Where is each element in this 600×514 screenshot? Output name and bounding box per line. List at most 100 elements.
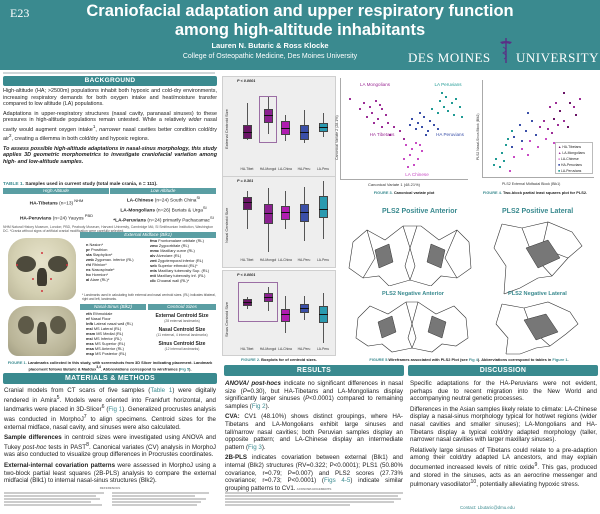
median-line bbox=[281, 212, 290, 213]
title-line-2: among high-altitude inhabitants bbox=[174, 20, 426, 39]
x-tick: HA-Peru bbox=[297, 258, 311, 262]
landmark-item: lnfb Lateral nasal wall (RL) bbox=[86, 321, 133, 326]
group-label-ha-peruvians: HA Peruvians bbox=[436, 132, 464, 137]
low-altitude-column: LA-Chinese (n=24) South ChinaSI LA-Mongo… bbox=[110, 195, 217, 224]
x-tick: HA-Mongol bbox=[259, 258, 277, 262]
median-line bbox=[264, 115, 273, 116]
landmark-item: mss MS Superior (RL) bbox=[86, 341, 126, 346]
logo-word-2: UNIVERSITY bbox=[516, 50, 599, 65]
table-body: HA-Tibetans (n=13) NHM HA-Peruvians (n=2… bbox=[3, 195, 217, 224]
pls-y-axis-label: PLS2 Nasal-Sinus Block (Blk2) bbox=[476, 113, 480, 160]
wireframe-neg-lateral bbox=[495, 301, 579, 355]
methods-para-1: Cranial models from CT scans of five sam… bbox=[4, 387, 217, 431]
group-label-la-chinese: LA Chinese bbox=[405, 172, 429, 177]
pvalue-label: P < 0.0001 bbox=[237, 79, 256, 83]
significance-highlight bbox=[238, 282, 278, 322]
pls-scatter-plot: ▲ HA-Tibetans ▲ LA-Mongolians ● LA-Chine… bbox=[482, 80, 594, 178]
table-caption: TABLE 1. Samples used in current study (… bbox=[3, 182, 158, 187]
x-tick: HA-Peru bbox=[297, 347, 311, 351]
landmark-item: msl MS Lateral (RL) bbox=[86, 326, 122, 331]
methods-para-3: External-internal covariation patterns w… bbox=[4, 462, 216, 485]
wireframe-pos-anterior bbox=[348, 225, 472, 286]
landmark-item: clb Choanal wall (RL)* bbox=[150, 278, 190, 283]
pvalue-label: P = 0.301 bbox=[237, 179, 254, 183]
affiliation: College of Osteopathic Medicine, Des Moi… bbox=[182, 53, 358, 60]
blk2-header: Nasal-Sinus (Blk2) bbox=[80, 304, 146, 310]
contact-email[interactable]: Contact: Lbutaric@dmu.edu bbox=[460, 505, 515, 510]
header-low-altitude: Low Altitude bbox=[110, 188, 217, 194]
landmark-item: sta Staphylion* bbox=[86, 252, 113, 257]
median-line bbox=[243, 202, 252, 203]
discussion-para-1: Specific adaptations for the HA-Peruvian… bbox=[410, 380, 597, 403]
fig1-link[interactable]: Fig 1 bbox=[108, 406, 123, 414]
discussion-para-2: Differences in the Asian samples likely … bbox=[410, 405, 597, 444]
acknowledgements-illegible bbox=[225, 492, 403, 506]
wireframe-neg-anterior bbox=[355, 301, 469, 353]
results-text: ANOVA/ post-hocs indicate no significant… bbox=[225, 380, 403, 495]
cv-x-axis-label: Canonical Variate 1 (48.21%) bbox=[368, 182, 420, 187]
boxplot-external: P < 0.0001 External Centroid Size HA-Tib… bbox=[222, 76, 336, 180]
median-line bbox=[319, 127, 328, 128]
pls-x-axis-label: PLS2 External Midfacial Block (Blk1) bbox=[502, 182, 561, 186]
landmark-item: mmc Maxillary curve (RL) bbox=[150, 248, 195, 253]
landmark-item: seb Superior ethmoid (RL)* bbox=[150, 263, 198, 268]
landmark-item: zmt Zygotemporal inferior (RL) bbox=[150, 258, 204, 263]
y-axis-label: Sinus Centroid Size bbox=[224, 301, 229, 337]
x-tick: HA-Peru bbox=[297, 167, 311, 171]
right-sinus bbox=[50, 316, 66, 334]
table-row: *LA-Peruvians (n=24) primarily Pachacama… bbox=[113, 214, 214, 224]
fig3-link[interactable]: Fig 3 bbox=[248, 443, 262, 451]
group-label-la-peruvians: LA Peruvians bbox=[434, 82, 462, 87]
acknowledgements-heading: ACKNOWLEDGEMENTS bbox=[296, 487, 332, 491]
fig2-link[interactable]: Fig 2 bbox=[251, 402, 266, 410]
landmark-item: mts Maxillary tuberosity Sup. (RL) bbox=[150, 268, 210, 273]
blk2-list: eth Ethmoidale nf Nasal Floor lnfb Later… bbox=[86, 311, 148, 356]
figure-3-caption: FIGURE 3. Canonical variate plot bbox=[373, 190, 435, 195]
wireframe-title-neg-lateral: PLS2 Negative Lateral bbox=[508, 291, 567, 297]
pvalue-label: P < 0.0001 bbox=[237, 273, 256, 277]
x-tick: LA-Peru bbox=[316, 347, 330, 351]
fig4-link[interactable]: Fig 4 bbox=[468, 357, 478, 362]
fig5-link[interactable]: Fig 5 bbox=[180, 366, 190, 372]
poster-id: E23 bbox=[10, 6, 30, 20]
results-heading: RESULTS bbox=[224, 365, 404, 376]
poster-header: E23 Craniofacial adaptation and upper re… bbox=[0, 0, 600, 70]
median-line bbox=[300, 132, 309, 133]
wireframe-title-pos-lateral: PLS2 Positive Lateral bbox=[502, 208, 574, 215]
figure-4-caption: FIGURE 4. Two-block partial least square… bbox=[482, 190, 588, 195]
median-line bbox=[243, 132, 252, 133]
landmark-item: msi MS Inferior (RL) bbox=[86, 336, 122, 341]
landmark-dot bbox=[41, 252, 43, 254]
discussion-para-3: Relatively large sinuses of Tibetans cou… bbox=[410, 446, 597, 489]
wireframe-title-neg-anterior: PLS2 Negative Anterior bbox=[382, 291, 444, 297]
table1-link[interactable]: Table 1 bbox=[150, 387, 173, 394]
centroid-item: External Centroid Size (28 external landm… bbox=[155, 313, 209, 324]
discussion-heading: DISCUSSION bbox=[408, 365, 598, 376]
skull-anterior-image bbox=[8, 238, 76, 300]
caduceus-icon bbox=[500, 38, 512, 63]
table-row: LA-Chinese (n=24) South ChinaSI bbox=[126, 195, 201, 204]
background-para-1: High-altitude (HA; >2500m) populations i… bbox=[3, 88, 217, 108]
figure1-link[interactable]: Figure 1 bbox=[552, 357, 568, 362]
logo-word-1: DES MOINES bbox=[408, 50, 491, 65]
landmark-item: n Nasion* bbox=[86, 242, 104, 247]
background-text: High-altitude (HA; >2500m) populations i… bbox=[3, 88, 217, 169]
boxplot-sinus: P < 0.0001 Sinus Centroid Size HA-Tibet … bbox=[222, 270, 336, 356]
right-orbit bbox=[48, 256, 68, 272]
landmark-item: ho Hormion* bbox=[86, 272, 109, 277]
discussion-text: Specific adaptations for the HA-Peruvian… bbox=[410, 380, 597, 492]
left-sinus bbox=[18, 316, 34, 334]
figs4-5-link[interactable]: Figs 4-5 bbox=[323, 477, 351, 485]
median-line bbox=[300, 212, 309, 213]
nasal-aperture bbox=[37, 268, 47, 286]
boxplot-nasal: P = 0.301 Nasal Centroid Size HA-Tibet H… bbox=[222, 176, 336, 268]
landmark-dot bbox=[16, 264, 18, 266]
blk1-header: External Midface (Blk1) bbox=[80, 232, 216, 238]
box-ha-tibet bbox=[243, 197, 252, 210]
landmark-item: eth Ethmoidale bbox=[86, 311, 113, 316]
landmark-item: msa MS Anterior (RL) bbox=[86, 346, 124, 351]
y-axis-label: Nasal Centroid Size bbox=[224, 207, 229, 243]
legend-item: ● LA-Chinese bbox=[558, 157, 579, 161]
landmark-item: nf Nasal Floor bbox=[86, 316, 111, 321]
landmark-item: msm MS Medial (RL) bbox=[86, 331, 124, 336]
